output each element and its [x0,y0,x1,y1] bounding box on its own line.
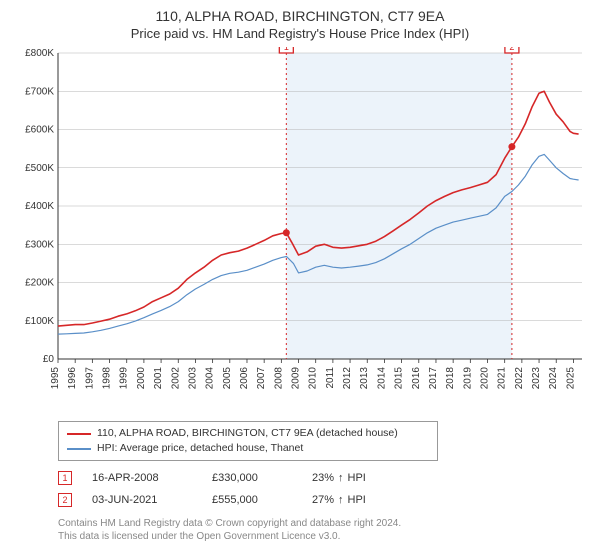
sale-price: £330,000 [212,472,292,484]
chart-svg: £0 £100K £200K £300K £400K £500K £600K £700K £80… [12,47,588,415]
svg-text:2011: 2011 [325,367,336,389]
legend-item: 110, ALPHA ROAD, BIRCHINGTON, CT7 9EA (d… [67,426,429,441]
svg-text:2006: 2006 [239,367,250,390]
legend-item: HPI: Average price, detached house, Than… [67,441,429,456]
legend: 110, ALPHA ROAD, BIRCHINGTON, CT7 9EA (d… [58,421,438,461]
svg-text:£0: £0 [43,354,55,365]
sale-marker: 2 [58,493,72,507]
svg-text:2: 2 [509,47,514,52]
page-title: 110, ALPHA ROAD, BIRCHINGTON, CT7 9EA [12,8,588,24]
svg-text:£400K: £400K [25,201,54,212]
price-chart: £0 £100K £200K £300K £400K £500K £600K £700K £80… [12,47,588,415]
svg-text:£800K: £800K [25,48,54,59]
svg-text:2019: 2019 [462,367,473,390]
svg-text:2009: 2009 [291,367,302,390]
up-arrow-icon: ↑ [338,472,344,484]
svg-text:2016: 2016 [411,367,422,390]
svg-text:£300K: £300K [25,239,54,250]
svg-text:£700K: £700K [25,86,54,97]
svg-text:2010: 2010 [308,367,319,390]
svg-text:2008: 2008 [273,367,284,390]
legend-label: HPI: Average price, detached house, Than… [97,441,303,456]
svg-text:2022: 2022 [514,367,525,390]
svg-text:1998: 1998 [102,367,113,390]
svg-text:2000: 2000 [136,367,147,390]
attribution-line: This data is licensed under the Open Gov… [58,530,588,543]
svg-text:2001: 2001 [153,367,164,390]
legend-swatch [67,433,91,435]
sale-date: 16-APR-2008 [92,472,192,484]
sale-pct: 23%↑HPI [312,472,412,484]
svg-text:2014: 2014 [376,367,387,390]
svg-text:£200K: £200K [25,278,54,289]
svg-text:2025: 2025 [565,367,576,390]
svg-text:2002: 2002 [170,367,181,390]
svg-text:2024: 2024 [548,367,559,390]
svg-text:2005: 2005 [222,367,233,390]
svg-text:1996: 1996 [67,367,78,390]
sale-date: 03-JUN-2021 [92,494,192,506]
svg-text:1997: 1997 [84,367,95,390]
svg-text:2018: 2018 [445,367,456,390]
svg-text:2012: 2012 [342,367,353,390]
attribution: Contains HM Land Registry data © Crown c… [58,517,588,543]
attribution-line: Contains HM Land Registry data © Crown c… [58,517,588,530]
svg-text:2020: 2020 [480,367,491,390]
page-subtitle: Price paid vs. HM Land Registry's House … [12,26,588,41]
svg-text:2003: 2003 [187,367,198,390]
svg-text:2017: 2017 [428,367,439,390]
svg-text:2015: 2015 [394,367,405,390]
svg-text:2021: 2021 [497,367,508,390]
svg-text:2013: 2013 [359,367,370,390]
sale-annotations: 1 16-APR-2008 £330,000 23%↑HPI 2 03-JUN-2021 £… [58,467,588,511]
svg-text:1995: 1995 [50,367,61,390]
legend-swatch [67,448,91,450]
svg-text:2004: 2004 [205,367,216,390]
up-arrow-icon: ↑ [338,494,344,506]
sale-marker: 1 [58,471,72,485]
svg-text:2023: 2023 [531,367,542,390]
sale-row: 2 03-JUN-2021 £555,000 27%↑HPI [58,489,588,511]
svg-text:1999: 1999 [119,367,130,390]
svg-text:£600K: £600K [25,125,54,136]
sale-price: £555,000 [212,494,292,506]
svg-text:£500K: £500K [25,163,54,174]
legend-label: 110, ALPHA ROAD, BIRCHINGTON, CT7 9EA (d… [97,426,398,441]
sale-row: 1 16-APR-2008 £330,000 23%↑HPI [58,467,588,489]
sale-pct: 27%↑HPI [312,494,412,506]
svg-text:£100K: £100K [25,316,54,327]
svg-text:2007: 2007 [256,367,267,390]
svg-text:1: 1 [284,47,289,52]
